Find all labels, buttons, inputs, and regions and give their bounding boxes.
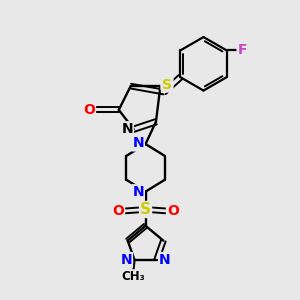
Text: N: N xyxy=(132,136,144,151)
Text: O: O xyxy=(112,204,124,218)
Text: CH₃: CH₃ xyxy=(121,270,145,283)
Text: H: H xyxy=(161,76,172,89)
Text: S: S xyxy=(140,202,151,217)
Text: N: N xyxy=(121,122,133,136)
Text: F: F xyxy=(238,44,247,57)
Text: N: N xyxy=(159,253,171,267)
Text: O: O xyxy=(167,204,179,218)
Text: N: N xyxy=(132,185,144,199)
Text: O: O xyxy=(83,103,95,117)
Text: S: S xyxy=(162,78,172,92)
Text: N: N xyxy=(120,253,132,267)
